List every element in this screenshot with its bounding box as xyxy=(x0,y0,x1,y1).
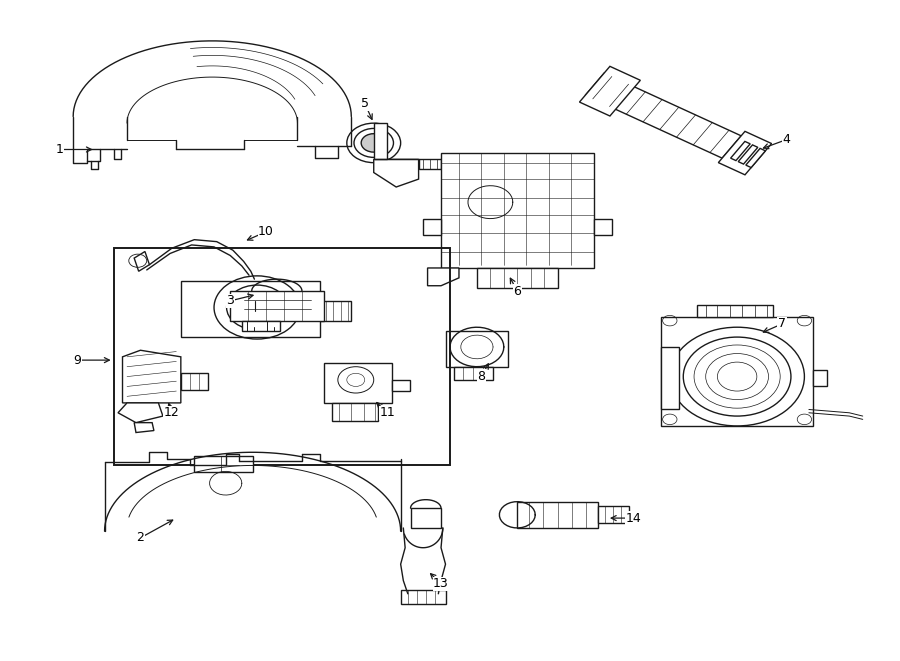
Polygon shape xyxy=(661,317,814,426)
Polygon shape xyxy=(181,281,320,337)
Polygon shape xyxy=(598,506,629,524)
Polygon shape xyxy=(441,153,594,268)
Text: 12: 12 xyxy=(164,407,180,419)
Polygon shape xyxy=(746,148,765,168)
Text: 8: 8 xyxy=(477,370,485,383)
Polygon shape xyxy=(181,373,208,390)
Polygon shape xyxy=(580,66,640,116)
Text: 9: 9 xyxy=(74,354,82,367)
Polygon shape xyxy=(194,455,253,472)
Polygon shape xyxy=(134,422,154,432)
Polygon shape xyxy=(423,219,441,235)
Text: 6: 6 xyxy=(513,284,521,297)
Polygon shape xyxy=(518,502,598,528)
Polygon shape xyxy=(331,403,378,421)
Polygon shape xyxy=(324,364,392,403)
Polygon shape xyxy=(418,159,441,169)
Polygon shape xyxy=(697,305,773,317)
Polygon shape xyxy=(122,350,181,403)
Polygon shape xyxy=(134,252,149,271)
Polygon shape xyxy=(454,367,493,380)
Polygon shape xyxy=(594,219,611,235)
Text: 13: 13 xyxy=(433,578,449,590)
Polygon shape xyxy=(477,268,558,288)
Polygon shape xyxy=(814,370,827,387)
Polygon shape xyxy=(661,347,679,409)
Polygon shape xyxy=(374,159,419,187)
Text: 1: 1 xyxy=(56,143,64,156)
Bar xyxy=(113,249,450,465)
Polygon shape xyxy=(585,73,742,158)
Polygon shape xyxy=(410,508,441,528)
Text: 11: 11 xyxy=(379,407,395,419)
Text: 4: 4 xyxy=(782,133,790,146)
Polygon shape xyxy=(718,132,771,175)
Polygon shape xyxy=(428,268,459,286)
Text: 10: 10 xyxy=(258,225,274,238)
Text: 2: 2 xyxy=(137,531,144,545)
Text: 3: 3 xyxy=(226,294,234,307)
Circle shape xyxy=(361,134,386,152)
Polygon shape xyxy=(374,123,387,159)
Text: 5: 5 xyxy=(361,97,369,110)
Text: 7: 7 xyxy=(778,317,786,330)
Polygon shape xyxy=(118,403,163,422)
Polygon shape xyxy=(230,291,324,321)
Polygon shape xyxy=(738,145,758,164)
Polygon shape xyxy=(446,330,508,367)
Polygon shape xyxy=(242,321,280,330)
Text: 14: 14 xyxy=(626,512,642,525)
Polygon shape xyxy=(400,590,446,603)
Polygon shape xyxy=(392,380,410,391)
Polygon shape xyxy=(320,301,351,321)
Polygon shape xyxy=(731,141,751,161)
